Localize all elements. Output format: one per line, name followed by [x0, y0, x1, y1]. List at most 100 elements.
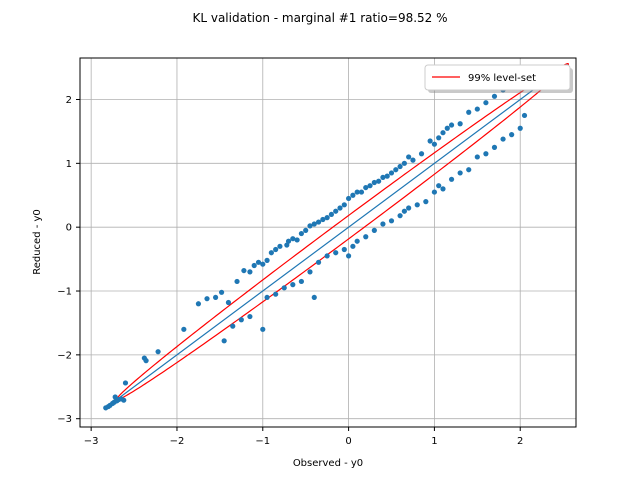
data-point [307, 223, 313, 229]
data-point [371, 179, 377, 186]
data-point [320, 216, 326, 223]
data-point [294, 237, 300, 243]
data-point [406, 154, 412, 160]
data-point [474, 106, 480, 112]
data-point [345, 195, 352, 202]
data-point [466, 167, 472, 173]
y-tick-label: −3 [57, 414, 72, 425]
data-point [311, 294, 317, 301]
data-point [350, 192, 356, 198]
data-point [333, 250, 339, 256]
data-point [303, 227, 309, 233]
data-point [195, 301, 202, 307]
y-axis: −3 −2 −1 0 1 2 [57, 95, 80, 425]
data-point [388, 218, 395, 224]
data-point [457, 121, 463, 127]
data-point [298, 230, 304, 237]
data-point [324, 215, 330, 221]
data-point [251, 262, 257, 269]
data-point [350, 243, 356, 249]
data-point [466, 109, 472, 115]
y-tick-label: −1 [57, 287, 72, 298]
data-point [358, 189, 365, 195]
data-point [255, 259, 262, 265]
identity-line [114, 63, 568, 402]
data-point [345, 253, 352, 259]
data-point [260, 261, 266, 267]
data-point [436, 135, 442, 141]
x-tick-label: −1 [255, 436, 270, 447]
data-point [247, 313, 253, 320]
legend: 99% level-set [424, 64, 573, 93]
data-point [155, 349, 161, 355]
y-axis-label: Reduced - y0 [32, 209, 43, 275]
x-tick-label: −2 [170, 436, 185, 447]
data-point [268, 250, 274, 256]
data-point [483, 100, 489, 106]
data-point [440, 130, 446, 136]
data-point [448, 176, 455, 182]
legend-box [424, 64, 571, 91]
data-point [247, 269, 253, 275]
data-point [491, 144, 498, 150]
data-point [212, 294, 219, 301]
data-point [401, 160, 407, 166]
data-point [260, 326, 266, 332]
x-axis: −3 −2 −1 0 1 2 [84, 427, 523, 447]
plot-area [103, 63, 570, 411]
data-point [406, 205, 412, 211]
data-point [440, 186, 446, 192]
data-point [371, 227, 377, 233]
data-point [483, 151, 489, 157]
data-point [444, 125, 450, 131]
data-point [281, 285, 287, 291]
data-point [307, 269, 313, 275]
x-tick-label: 0 [345, 436, 351, 447]
data-point [273, 291, 279, 297]
data-point [112, 394, 118, 400]
data-point [401, 208, 407, 214]
data-point [517, 125, 523, 131]
y-tick-label: 0 [66, 223, 72, 234]
data-point [393, 167, 399, 173]
data-point [238, 317, 244, 323]
data-point [397, 163, 403, 170]
data-point [328, 211, 335, 218]
data-point [431, 141, 438, 147]
data-point [500, 136, 506, 142]
x-axis-label: Observed - y0 [293, 458, 363, 469]
data-point [436, 183, 442, 189]
data-point [423, 199, 429, 205]
data-point [218, 289, 225, 295]
data-point [315, 259, 322, 265]
data-point [418, 151, 425, 157]
data-point [376, 178, 382, 184]
data-point [290, 236, 296, 242]
data-point [341, 246, 347, 253]
data-point [431, 189, 438, 195]
data-point [277, 243, 283, 249]
data-point [410, 157, 416, 163]
data-point [341, 202, 347, 208]
data-point [448, 122, 455, 128]
data-point [397, 213, 403, 219]
data-point [143, 358, 149, 364]
data-point [298, 278, 304, 285]
data-point [204, 296, 210, 302]
data-point [241, 267, 247, 274]
data-point [311, 221, 317, 227]
data-point [264, 294, 270, 301]
data-point [324, 253, 330, 259]
data-point [273, 246, 279, 253]
data-points [103, 79, 528, 411]
data-point [290, 282, 296, 288]
data-point [380, 174, 386, 180]
data-point [264, 257, 270, 263]
data-point [427, 138, 433, 144]
data-point [363, 184, 369, 191]
data-point [285, 238, 292, 244]
data-point [380, 221, 386, 227]
data-point [122, 380, 129, 386]
y-tick-label: 1 [66, 159, 72, 170]
